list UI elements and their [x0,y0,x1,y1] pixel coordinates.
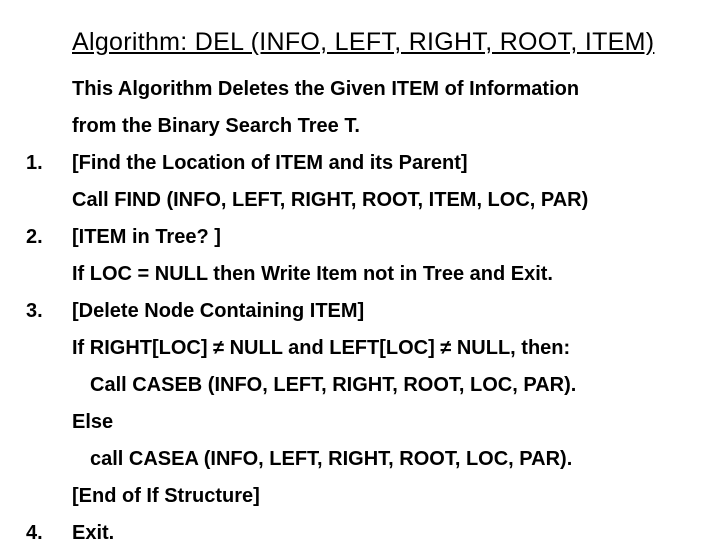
step-text: Call CASEB (INFO, LEFT, RIGHT, ROOT, LOC… [72,371,700,400]
algorithm-title: Algorithm: DEL (INFO, LEFT, RIGHT, ROOT,… [72,28,700,57]
algorithm-line: 1.[Find the Location of ITEM and its Par… [20,149,700,178]
step-text: Call FIND (INFO, LEFT, RIGHT, ROOT, ITEM… [72,186,700,215]
algorithm-line: 2.[ITEM in Tree? ] [20,223,700,252]
algorithm-line: from the Binary Search Tree T. [20,112,700,141]
algorithm-line: If RIGHT[LOC] ≠ NULL and LEFT[LOC] ≠ NUL… [20,334,700,363]
step-text: [ITEM in Tree? ] [72,223,700,252]
step-text: [Find the Location of ITEM and its Paren… [72,149,700,178]
step-text: [End of If Structure] [72,482,700,511]
step-number: 3. [20,297,72,326]
step-text: If LOC = NULL then Write Item not in Tre… [72,260,700,289]
step-text: from the Binary Search Tree T. [72,112,700,141]
step-number: 2. [20,223,72,252]
step-text: Else [72,408,700,437]
algorithm-line: Else [20,408,700,437]
algorithm-body: This Algorithm Deletes the Given ITEM of… [20,75,700,548]
step-text: Exit. [72,519,700,548]
step-text: [Delete Node Containing ITEM] [72,297,700,326]
algorithm-line: [End of If Structure] [20,482,700,511]
step-number: 4. [20,519,72,548]
step-text: call CASEA (INFO, LEFT, RIGHT, ROOT, LOC… [72,445,700,474]
step-text: If RIGHT[LOC] ≠ NULL and LEFT[LOC] ≠ NUL… [72,334,700,363]
algorithm-line: This Algorithm Deletes the Given ITEM of… [20,75,700,104]
algorithm-line: 3.[Delete Node Containing ITEM] [20,297,700,326]
algorithm-line: 4.Exit. [20,519,700,548]
algorithm-line: Call FIND (INFO, LEFT, RIGHT, ROOT, ITEM… [20,186,700,215]
algorithm-line: Call CASEB (INFO, LEFT, RIGHT, ROOT, LOC… [20,371,700,400]
algorithm-line: If LOC = NULL then Write Item not in Tre… [20,260,700,289]
step-text: This Algorithm Deletes the Given ITEM of… [72,75,700,104]
algorithm-line: call CASEA (INFO, LEFT, RIGHT, ROOT, LOC… [20,445,700,474]
step-number: 1. [20,149,72,178]
